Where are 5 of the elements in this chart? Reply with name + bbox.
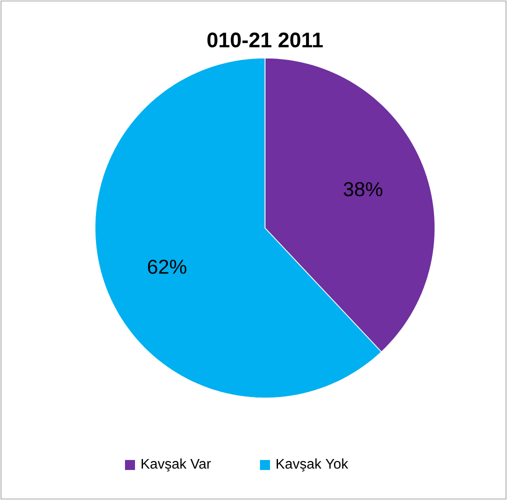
data-label: 38%: [344, 182, 382, 196]
legend-label: Kavşak Var: [142, 458, 211, 472]
data-label: 62%: [148, 260, 186, 274]
chart-title: 010-21 2011: [207, 32, 323, 48]
legend-label: Kavşak Yok: [276, 458, 348, 472]
